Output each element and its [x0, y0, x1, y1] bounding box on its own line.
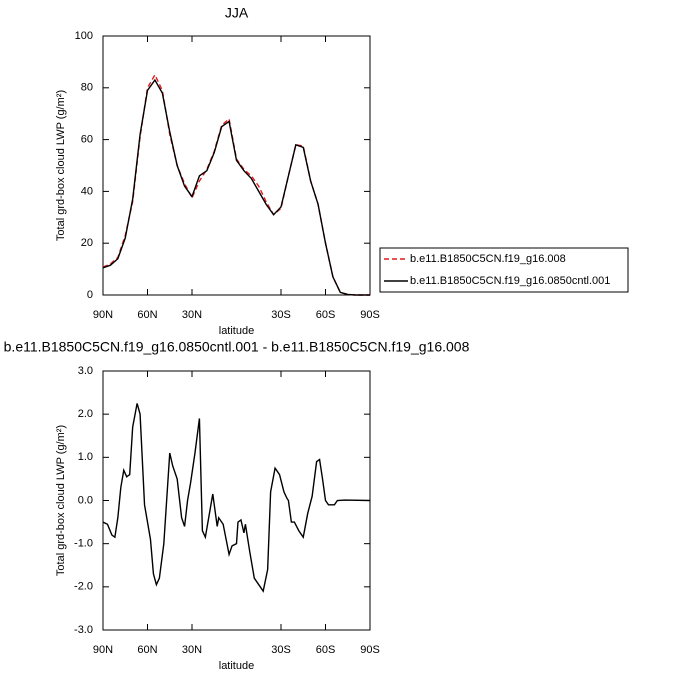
y-axis-label: Total grd-box cloud LWP (g/m²) — [55, 425, 67, 576]
y-tick-label: 100 — [75, 30, 93, 42]
y-tick-label: -1.0 — [74, 538, 93, 550]
y-axis-label: Total grd-box cloud LWP (g/m²) — [55, 90, 67, 241]
plot-frame — [102, 35, 371, 296]
x-tick-label: 30N — [182, 644, 202, 656]
x-tick-label: 90S — [360, 644, 380, 656]
y-tick-label: 2.0 — [78, 408, 93, 420]
y-tick-label: 0 — [87, 289, 93, 301]
y-tick-label: -3.0 — [74, 624, 93, 636]
x-tick-label: 60N — [137, 644, 157, 656]
x-tick-label: 30S — [271, 309, 291, 321]
x-tick-label: 90N — [93, 644, 113, 656]
legend-label: b.e11.B1850C5CN.f19_g16.0850cntl.001 — [410, 275, 610, 287]
x-tick-label: 60N — [137, 309, 157, 321]
y-tick-label: 40 — [81, 185, 93, 197]
x-tick-label: 60S — [316, 644, 336, 656]
y-tick-label: 60 — [81, 134, 93, 146]
y-tick-label: 3.0 — [78, 365, 93, 377]
chart-title: JJA — [225, 5, 249, 21]
data-line — [102, 403, 371, 593]
x-tick-label: 60S — [316, 309, 336, 321]
legend-label: b.e11.B1850C5CN.f19_g16.008 — [410, 253, 566, 265]
chart-title: b.e11.B1850C5CN.f19_g16.0850cntl.001 - b… — [4, 339, 470, 355]
y-tick-label: 20 — [81, 237, 93, 249]
x-axis-label: latitude — [219, 325, 254, 337]
x-tick-label: 30N — [182, 309, 202, 321]
x-axis-label: latitude — [219, 660, 254, 672]
y-tick-label: 0.0 — [78, 494, 93, 506]
legend-box — [379, 247, 629, 293]
x-tick-label: 90N — [93, 309, 113, 321]
data-line — [102, 78, 370, 296]
y-tick-label: -2.0 — [74, 581, 93, 593]
x-tick-label: 30S — [271, 644, 291, 656]
y-tick-label: 80 — [81, 82, 93, 94]
y-tick-label: 1.0 — [78, 451, 93, 463]
x-tick-label: 90S — [360, 309, 380, 321]
plot-frame — [102, 370, 371, 631]
